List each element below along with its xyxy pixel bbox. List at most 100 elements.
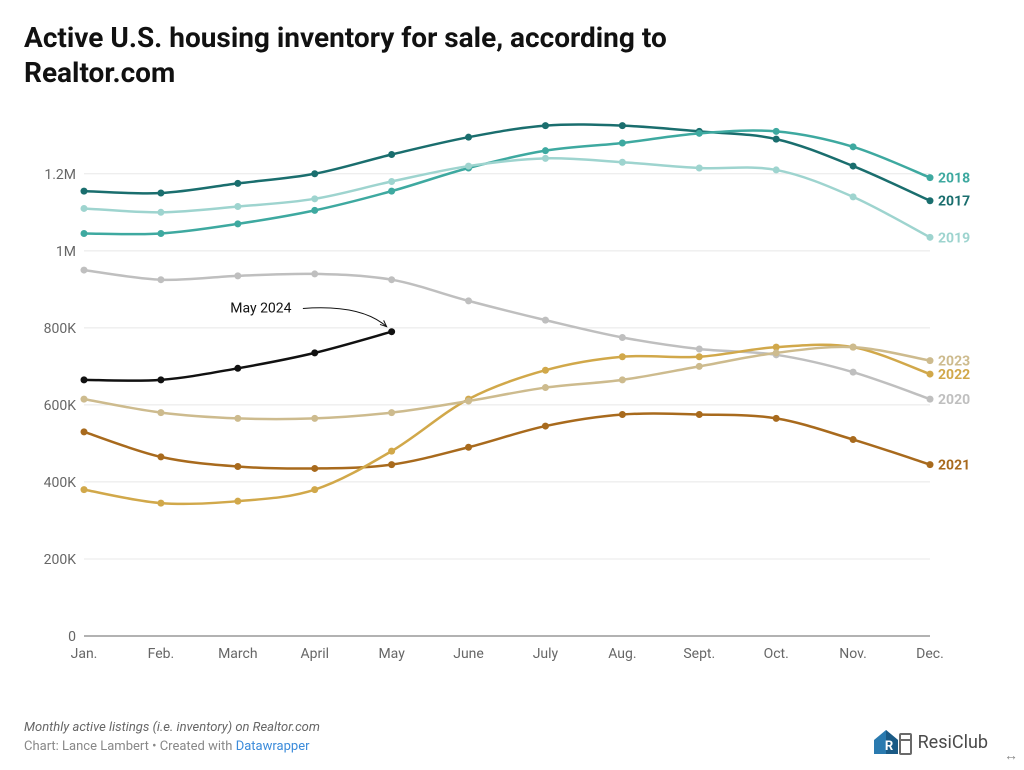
series-dot-2023 [850,344,857,351]
series-dot-2019 [619,159,626,166]
svg-text:R: R [884,739,893,754]
x-axis-label: Feb. [148,646,175,662]
resize-icon[interactable]: ↔ [1004,747,1018,764]
chart-title: Active U.S. housing inventory for sale, … [24,20,784,90]
footer-credit: Chart: Lance Lambert • Created with Data… [24,739,1000,754]
series-dot-2020 [388,276,395,283]
series-dot-2022 [157,500,164,507]
series-dot-2022 [619,353,626,360]
series-dot-2017 [157,190,164,197]
y-axis-label: 1M [56,244,76,260]
series-dot-2023 [388,409,395,416]
series-dot-2024 [234,365,241,372]
y-axis-label: 0 [68,629,76,645]
series-dot-2021 [696,411,703,418]
series-dot-2018 [311,207,318,214]
series-label-2019: 2019 [938,230,970,246]
x-axis-label: Nov. [839,646,867,662]
series-dot-2023 [773,349,780,356]
series-label-2020: 2020 [938,392,970,408]
series-dot-2020 [696,346,703,353]
series-dot-2017 [619,122,626,129]
series-dot-2018 [850,143,857,150]
series-dot-2023 [696,363,703,370]
series-dot-2023 [927,357,934,364]
series-dot-2019 [465,163,472,170]
series-dot-2021 [542,423,549,430]
series-dot-2020 [850,369,857,376]
y-axis-label: 800K [44,321,77,337]
x-axis-label: Oct. [764,646,789,662]
y-axis-label: 400K [44,475,77,491]
series-dot-2022 [696,353,703,360]
series-dot-2020 [542,317,549,324]
logo-text: ResiClub [918,732,988,753]
series-dot-2021 [773,415,780,422]
series-dot-2022 [388,448,395,455]
series-dot-2019 [542,155,549,162]
series-dot-2019 [927,234,934,241]
x-axis-label: March [218,646,258,662]
series-dot-2023 [542,384,549,391]
x-axis-label: Dec. [916,646,944,662]
series-dot-2018 [696,130,703,137]
annotation-label: May 2024 [230,300,291,316]
series-dot-2019 [773,166,780,173]
footer-author: Chart: Lance Lambert • Created with [24,739,236,754]
series-dot-2022 [927,371,934,378]
series-dot-2018 [234,220,241,227]
series-dot-2017 [850,163,857,170]
series-dot-2017 [311,170,318,177]
series-dot-2019 [388,178,395,185]
series-dot-2023 [465,398,472,405]
series-line-2020 [84,270,930,399]
series-dot-2021 [927,461,934,468]
x-axis-label: Aug. [608,646,636,662]
y-axis-label: 600K [44,398,77,414]
series-dot-2020 [465,297,472,304]
series-dot-2023 [234,415,241,422]
series-dot-2021 [234,463,241,470]
series-dot-2021 [465,444,472,451]
series-dot-2018 [773,128,780,135]
x-axis-label: April [300,646,329,662]
series-dot-2017 [773,136,780,143]
x-axis-label: Jan. [71,646,98,662]
series-line-2021 [84,414,930,469]
series-dot-2019 [311,195,318,202]
footer-tool-link[interactable]: Datawrapper [236,739,310,754]
series-dot-2024 [81,376,88,383]
annotation-arrow [303,308,387,327]
series-dot-2018 [927,174,934,181]
footer-description: Monthly active listings (i.e. inventory)… [24,720,1000,735]
chart-container: 0200K400K600K800K1M1.2MJan.Feb.MarchApri… [24,106,1000,676]
series-dot-2024 [311,349,318,356]
series-line-2024 [84,332,392,381]
series-dot-2017 [234,180,241,187]
series-dot-2018 [542,147,549,154]
series-dot-2021 [157,453,164,460]
series-dot-2020 [234,272,241,279]
series-dot-2019 [850,193,857,200]
logo-icon: R [872,726,912,758]
series-dot-2018 [619,139,626,146]
series-dot-2020 [927,396,934,403]
y-axis-label: 200K [44,552,77,568]
series-dot-2024 [388,328,395,335]
series-dot-2022 [311,486,318,493]
series-dot-2020 [81,267,88,274]
x-axis-label: Sept. [683,646,715,662]
x-axis-label: July [533,646,559,662]
series-dot-2017 [927,197,934,204]
series-dot-2020 [311,270,318,277]
series-label-2021: 2021 [938,458,970,474]
series-dot-2023 [81,396,88,403]
logo: R ResiClub [872,726,988,758]
series-dot-2022 [81,486,88,493]
series-dot-2024 [157,376,164,383]
series-dot-2023 [619,376,626,383]
series-dot-2021 [619,411,626,418]
series-dot-2021 [81,428,88,435]
series-dot-2020 [157,276,164,283]
series-dot-2019 [157,209,164,216]
